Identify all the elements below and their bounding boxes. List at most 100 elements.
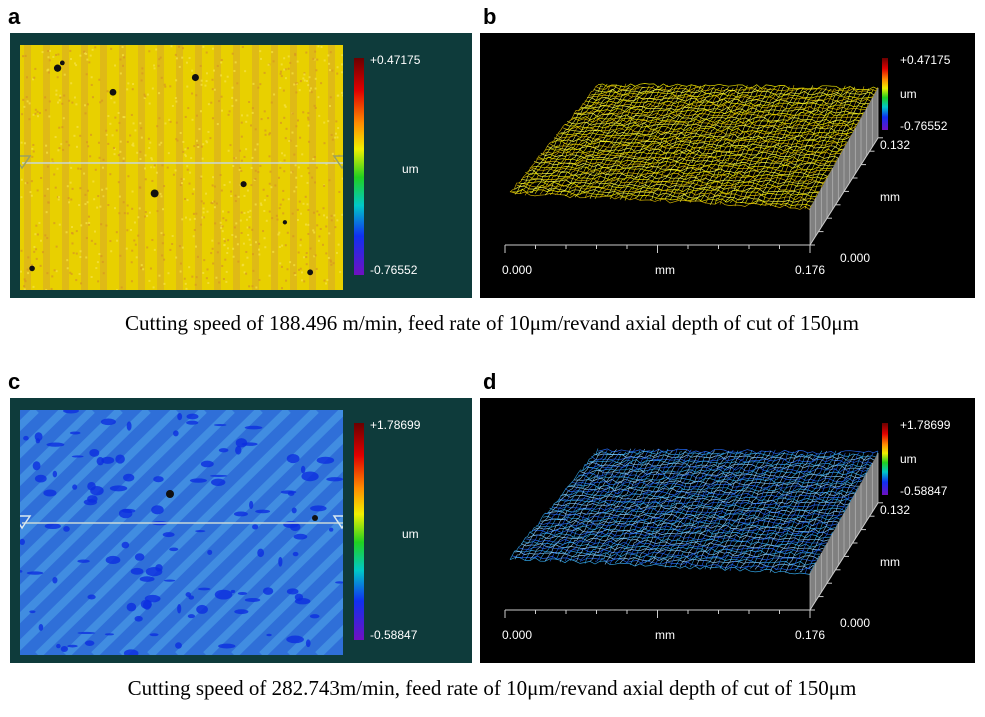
texture <box>279 207 281 209</box>
texture <box>221 96 223 98</box>
texture <box>235 236 237 238</box>
texture <box>145 154 147 156</box>
texture <box>235 195 237 197</box>
texture <box>214 89 216 91</box>
texture <box>72 232 74 234</box>
texture <box>58 147 60 149</box>
texture <box>74 62 76 64</box>
texture <box>21 142 23 144</box>
texture <box>285 106 287 108</box>
texture <box>337 127 339 129</box>
texture <box>175 101 177 103</box>
texture <box>305 52 307 54</box>
texture <box>161 254 163 256</box>
texture <box>136 152 138 154</box>
texture <box>283 117 285 119</box>
texture <box>213 201 215 203</box>
texture <box>139 207 141 209</box>
texture <box>232 165 234 167</box>
texture <box>214 206 216 208</box>
texture <box>40 177 42 179</box>
texture <box>214 186 216 188</box>
texture <box>75 279 77 281</box>
texture <box>163 185 165 187</box>
texture <box>186 421 198 425</box>
texture <box>139 151 141 153</box>
texture <box>169 85 171 87</box>
texture <box>186 165 188 167</box>
texture <box>181 182 183 184</box>
texture <box>255 170 257 172</box>
texture <box>150 633 159 636</box>
texture <box>97 261 99 263</box>
texture <box>110 485 127 491</box>
texture <box>123 160 125 162</box>
texture <box>48 71 50 73</box>
texture <box>187 414 199 420</box>
texture <box>302 111 304 113</box>
texture <box>244 70 246 72</box>
texture <box>235 222 237 224</box>
texture <box>207 282 209 284</box>
texture <box>281 490 297 493</box>
texture <box>21 113 23 115</box>
texture <box>185 155 187 157</box>
texture <box>56 246 58 248</box>
texture <box>35 225 37 227</box>
texture <box>27 272 29 274</box>
texture <box>259 83 261 85</box>
texture <box>140 576 155 582</box>
texture <box>314 105 316 107</box>
x-axis-label: mm <box>655 628 675 642</box>
texture <box>307 209 309 211</box>
texture <box>45 109 47 111</box>
texture <box>55 94 57 96</box>
texture <box>154 67 156 69</box>
texture <box>98 142 100 144</box>
texture <box>328 257 330 259</box>
texture <box>315 254 317 256</box>
texture <box>105 130 107 132</box>
feed-stripe <box>195 45 202 290</box>
texture <box>85 640 95 646</box>
texture <box>293 552 299 556</box>
texture <box>26 96 28 98</box>
texture <box>141 72 143 74</box>
texture <box>191 276 193 278</box>
texture <box>27 269 29 271</box>
texture <box>232 248 234 250</box>
texture <box>137 216 139 218</box>
texture <box>51 275 53 277</box>
texture <box>44 234 46 236</box>
texture <box>294 272 296 274</box>
texture <box>201 217 203 219</box>
texture <box>77 168 79 170</box>
texture <box>309 90 311 92</box>
texture <box>268 64 270 66</box>
texture <box>232 53 234 55</box>
texture <box>325 225 327 227</box>
texture <box>323 185 325 187</box>
texture <box>90 486 103 496</box>
texture <box>328 232 330 234</box>
texture <box>226 252 228 254</box>
defect <box>241 181 247 187</box>
texture <box>201 146 203 148</box>
texture <box>306 252 308 254</box>
texture <box>157 210 159 212</box>
texture <box>135 616 143 622</box>
texture <box>24 280 26 282</box>
texture <box>77 632 95 634</box>
texture <box>245 148 247 150</box>
texture <box>84 104 86 106</box>
texture <box>186 62 188 64</box>
colorbar-min: -0.58847 <box>370 628 418 642</box>
texture <box>144 96 146 98</box>
texture <box>189 183 191 185</box>
texture <box>227 76 229 78</box>
texture <box>181 218 183 220</box>
x-axis-label: mm <box>655 263 675 277</box>
texture <box>49 59 51 61</box>
texture <box>175 54 177 56</box>
texture <box>70 167 72 169</box>
